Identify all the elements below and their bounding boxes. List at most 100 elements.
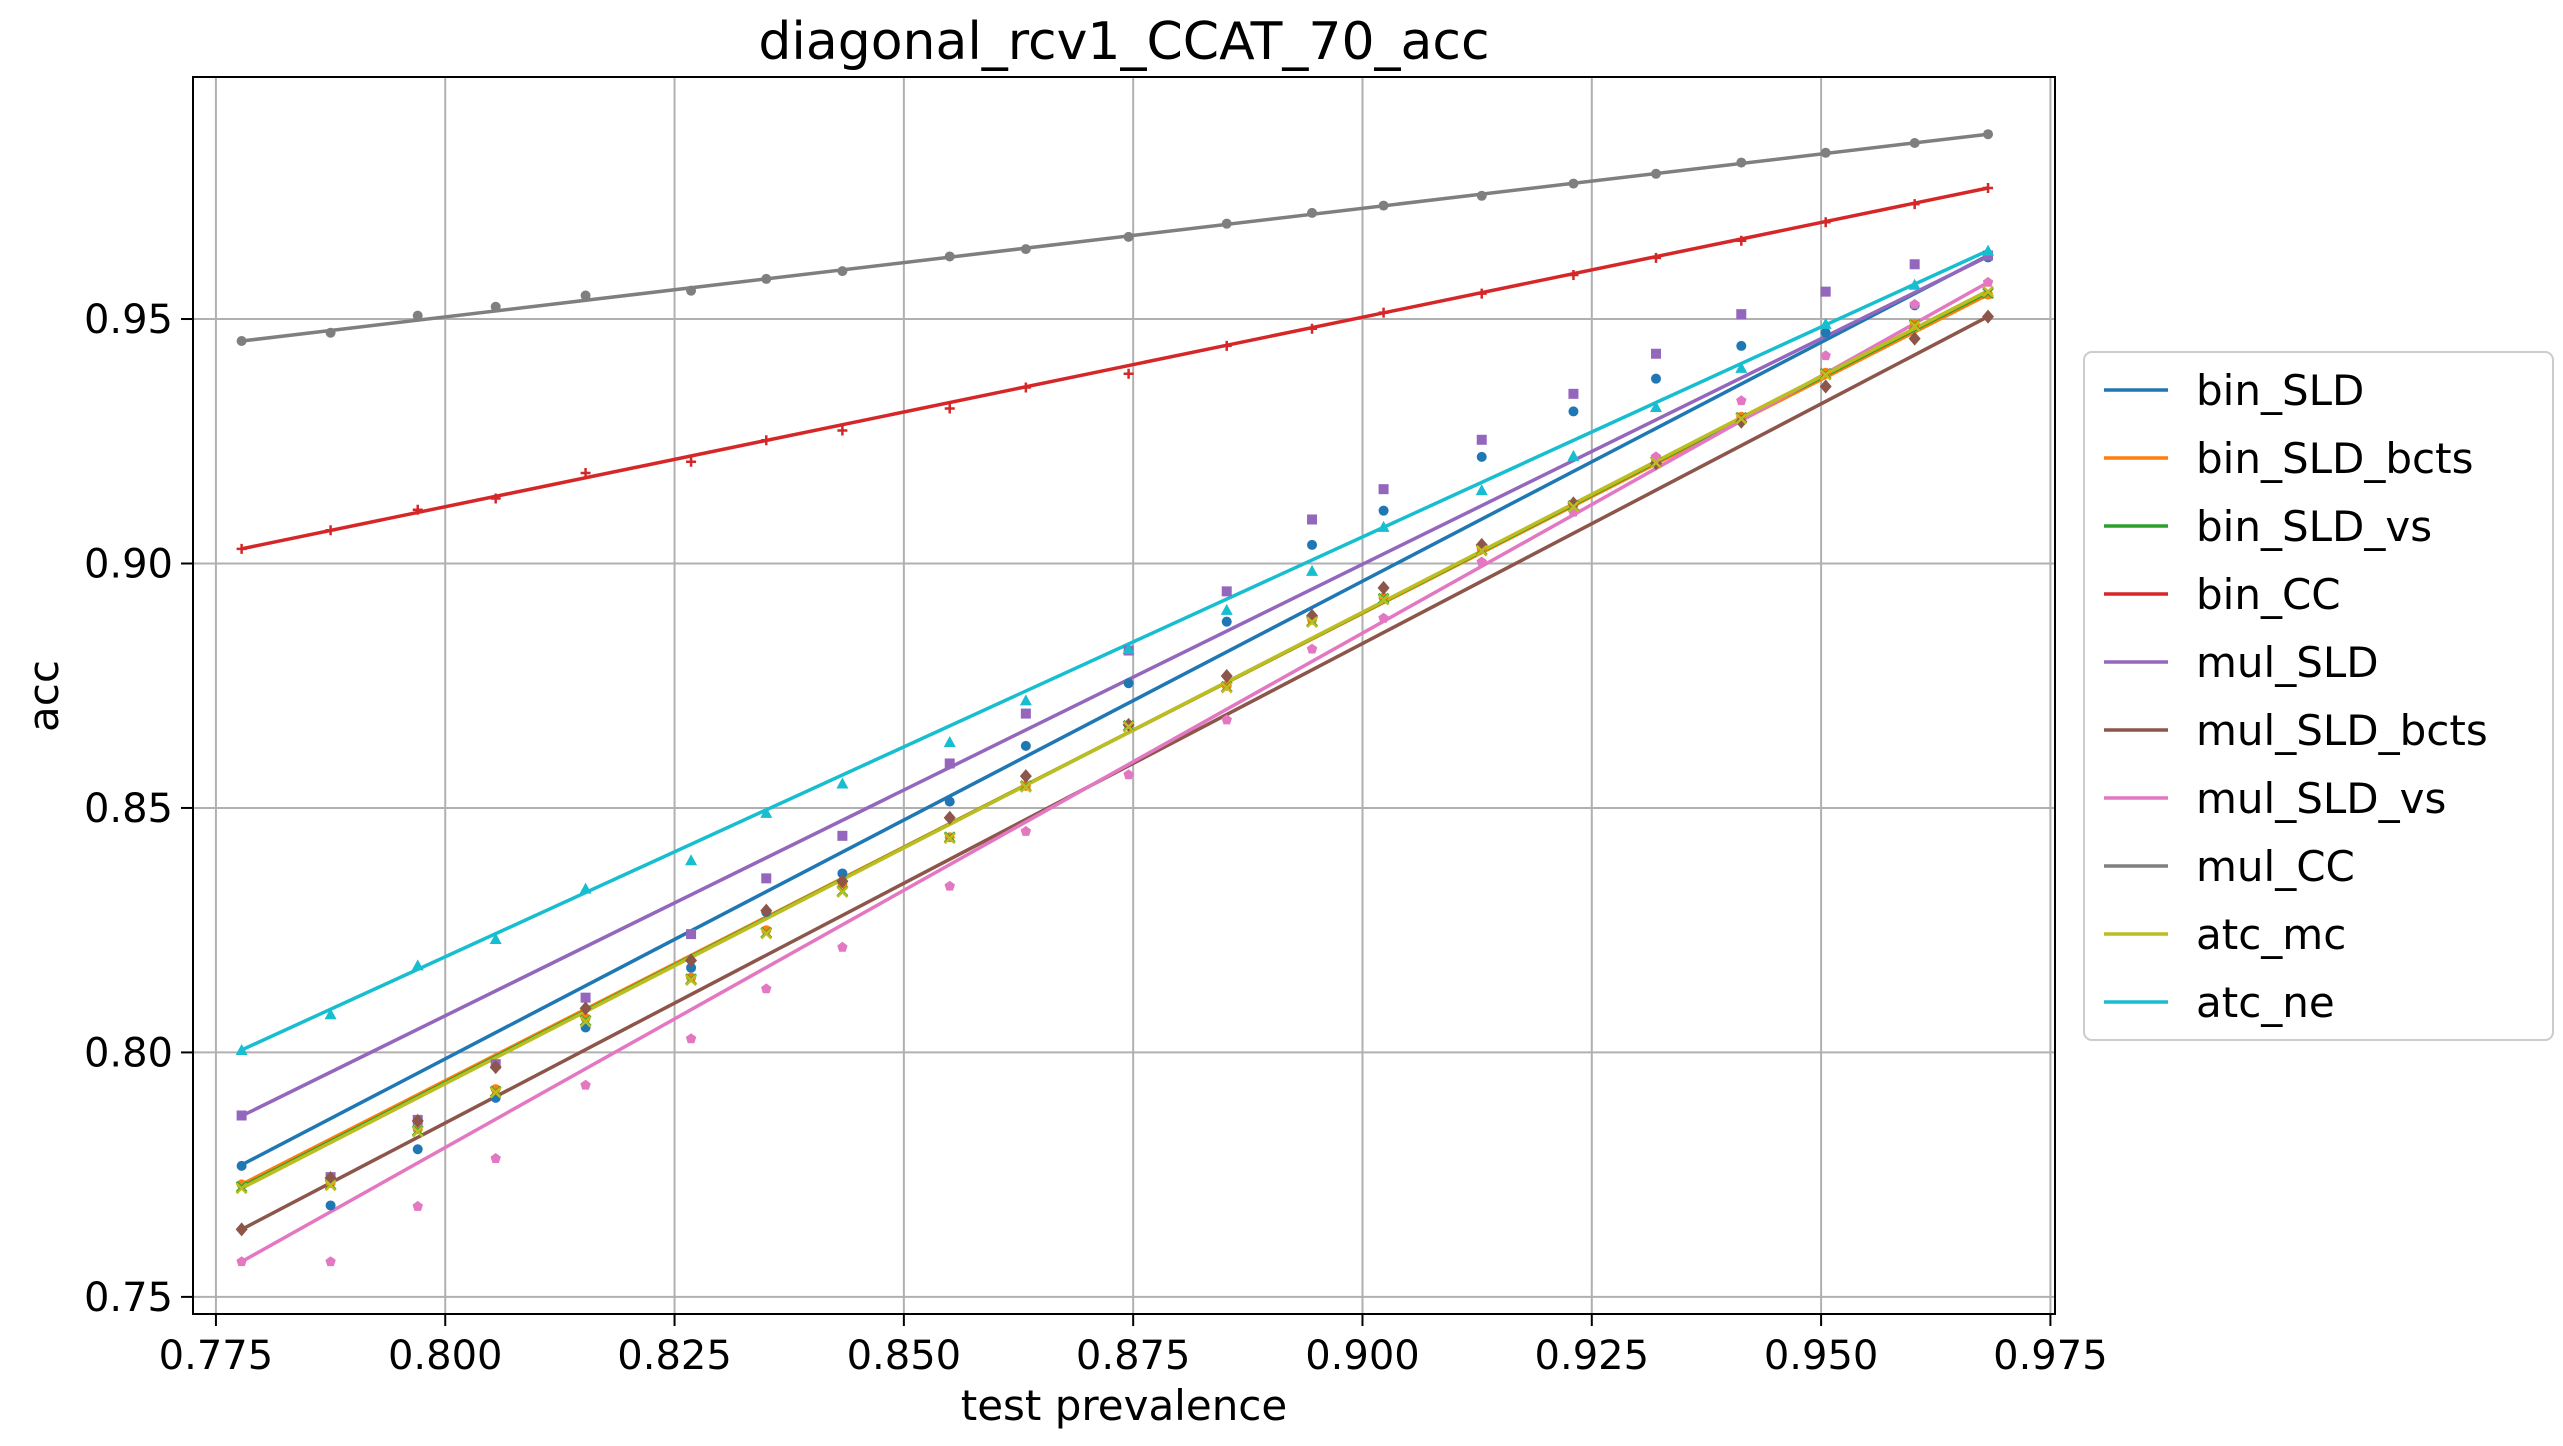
- point-mul_SLD_vs: [837, 941, 848, 952]
- point-atc_mc: [411, 1125, 424, 1138]
- point-mul_SLD: [1651, 348, 1661, 359]
- legend-label: bin_SLD_vs: [2196, 502, 2432, 551]
- point-atc_mc: [1650, 456, 1662, 469]
- point-mul_CC: [325, 327, 336, 338]
- point-mul_SLD_bcts: [836, 874, 849, 889]
- point-atc_mc: [1475, 544, 1488, 557]
- y-tick-label: 0.90: [84, 541, 173, 587]
- point-bin_SLD: [1123, 678, 1134, 689]
- legend-frame: [2083, 351, 2554, 1041]
- legend-label: atc_ne: [2196, 978, 2335, 1027]
- chart-title: diagonal_rcv1_CCAT_70_acc: [758, 12, 1489, 72]
- point-mul_SLD_bcts: [235, 1222, 248, 1237]
- point-atc_ne: [685, 854, 698, 866]
- point-atc_ne: [943, 735, 956, 747]
- point-bin_SLD: [1820, 327, 1831, 338]
- legend-label: bin_CC: [2196, 570, 2341, 619]
- legend-item-bin_SLD_vs: bin_SLD_vs: [2104, 502, 2432, 551]
- point-mul_SLD: [1909, 259, 1920, 270]
- y-axis-ticks: 0.75 0.80 0.85 0.90 0.95: [84, 297, 193, 1321]
- legend-item-bin_SLD_bcts: bin_SLD_bcts: [2104, 434, 2473, 483]
- legend-item-mul_SLD_bcts: mul_SLD_bcts: [2104, 706, 2488, 755]
- point-bin_CC: [1568, 270, 1579, 281]
- point-mul_CC: [1983, 129, 1994, 140]
- point-atc_ne: [1735, 361, 1748, 373]
- point-bin_CC: [1909, 199, 1920, 210]
- point-mul_CC: [1568, 178, 1579, 189]
- point-bin_CC: [325, 525, 336, 536]
- legend-label: mul_SLD_bcts: [2196, 706, 2488, 755]
- point-mul_SLD_bcts: [943, 810, 956, 825]
- point-atc_mc: [324, 1179, 337, 1192]
- point-atc_ne: [1122, 643, 1135, 655]
- point-bin_SLD: [1651, 373, 1661, 384]
- point-atc_ne: [411, 959, 424, 971]
- point-mul_CC: [1020, 244, 1031, 255]
- legend-item-atc_mc: atc_mc: [2104, 910, 2346, 959]
- point-bin_CC: [1221, 340, 1232, 351]
- point-mul_CC: [1820, 147, 1831, 158]
- series-atc_ne: [235, 244, 1995, 1055]
- point-bin_SLD: [944, 796, 955, 807]
- legend-label: mul_SLD_vs: [2196, 774, 2446, 823]
- point-atc_mc: [1819, 368, 1832, 381]
- point-mul_SLD_vs: [1020, 825, 1032, 836]
- legend-item-mul_SLD_vs: mul_SLD_vs: [2104, 774, 2446, 823]
- point-atc_ne: [1019, 694, 1032, 706]
- point-mul_CC: [837, 266, 848, 277]
- point-mul_SLD_vs: [1123, 769, 1134, 780]
- point-bin_SLD: [1476, 451, 1487, 462]
- trend-line-atc_mc: [240, 289, 1989, 1190]
- point-mul_SLD_vs: [1982, 276, 1994, 287]
- point-bin_CC: [761, 435, 772, 446]
- point-atc_mc: [836, 886, 849, 898]
- point-atc_ne: [1567, 449, 1580, 461]
- trend-line-atc_ne: [240, 248, 1989, 1052]
- y-tick-label: 0.85: [84, 786, 173, 832]
- point-bin_CC: [837, 425, 848, 436]
- point-bin_SLD: [1307, 539, 1318, 550]
- point-bin_CC: [1307, 323, 1318, 334]
- point-bin_CC: [1651, 252, 1661, 263]
- point-mul_SLD: [1020, 708, 1031, 719]
- legend-label: bin_SLD_bcts: [2196, 434, 2473, 483]
- point-atc_ne: [1220, 603, 1233, 615]
- point-atc_mc: [235, 1182, 248, 1195]
- point-mul_CC: [1909, 138, 1920, 149]
- trend-line-mul_SLD_vs: [240, 280, 1989, 1264]
- point-mul_SLD_vs: [490, 1153, 501, 1163]
- point-mul_SLD_vs: [1306, 643, 1318, 654]
- point-bin_SLD: [1378, 505, 1389, 516]
- point-bin_SLD: [1736, 340, 1747, 351]
- x-tick-label: 0.825: [617, 1333, 732, 1379]
- point-mul_SLD_bcts: [1019, 769, 1032, 784]
- legend-item-atc_ne: atc_ne: [2104, 978, 2335, 1027]
- point-mul_SLD_bcts: [1377, 580, 1390, 595]
- point-mul_SLD_bcts: [1220, 668, 1233, 683]
- point-mul_CC: [1307, 207, 1318, 218]
- point-atc_mc: [1908, 319, 1921, 332]
- point-mul_CC: [1221, 218, 1232, 229]
- point-atc_mc: [943, 832, 956, 845]
- point-mul_SLD: [686, 929, 697, 940]
- point-mul_SLD_vs: [761, 983, 772, 994]
- point-atc_mc: [1567, 500, 1580, 513]
- point-bin_CC: [944, 403, 955, 414]
- point-bin_SLD: [686, 962, 697, 973]
- point-mul_CC: [1476, 190, 1487, 201]
- point-atc_mc: [1982, 285, 1994, 298]
- point-mul_CC: [580, 290, 591, 301]
- x-tick-label: 0.850: [847, 1333, 962, 1379]
- point-bin_CC: [490, 493, 501, 504]
- point-atc_ne: [1819, 317, 1832, 329]
- point-mul_SLD_bcts: [411, 1113, 424, 1128]
- point-mul_SLD_bcts: [489, 1060, 502, 1075]
- point-mul_CC: [686, 285, 697, 296]
- point-mul_SLD: [944, 758, 955, 769]
- point-mul_SLD_bcts: [579, 1001, 592, 1016]
- point-mul_SLD: [761, 873, 772, 884]
- trend-line-bin_SLD: [240, 253, 1989, 1167]
- series-mul_SLD_vs: [236, 276, 1994, 1267]
- point-mul_CC: [236, 336, 247, 347]
